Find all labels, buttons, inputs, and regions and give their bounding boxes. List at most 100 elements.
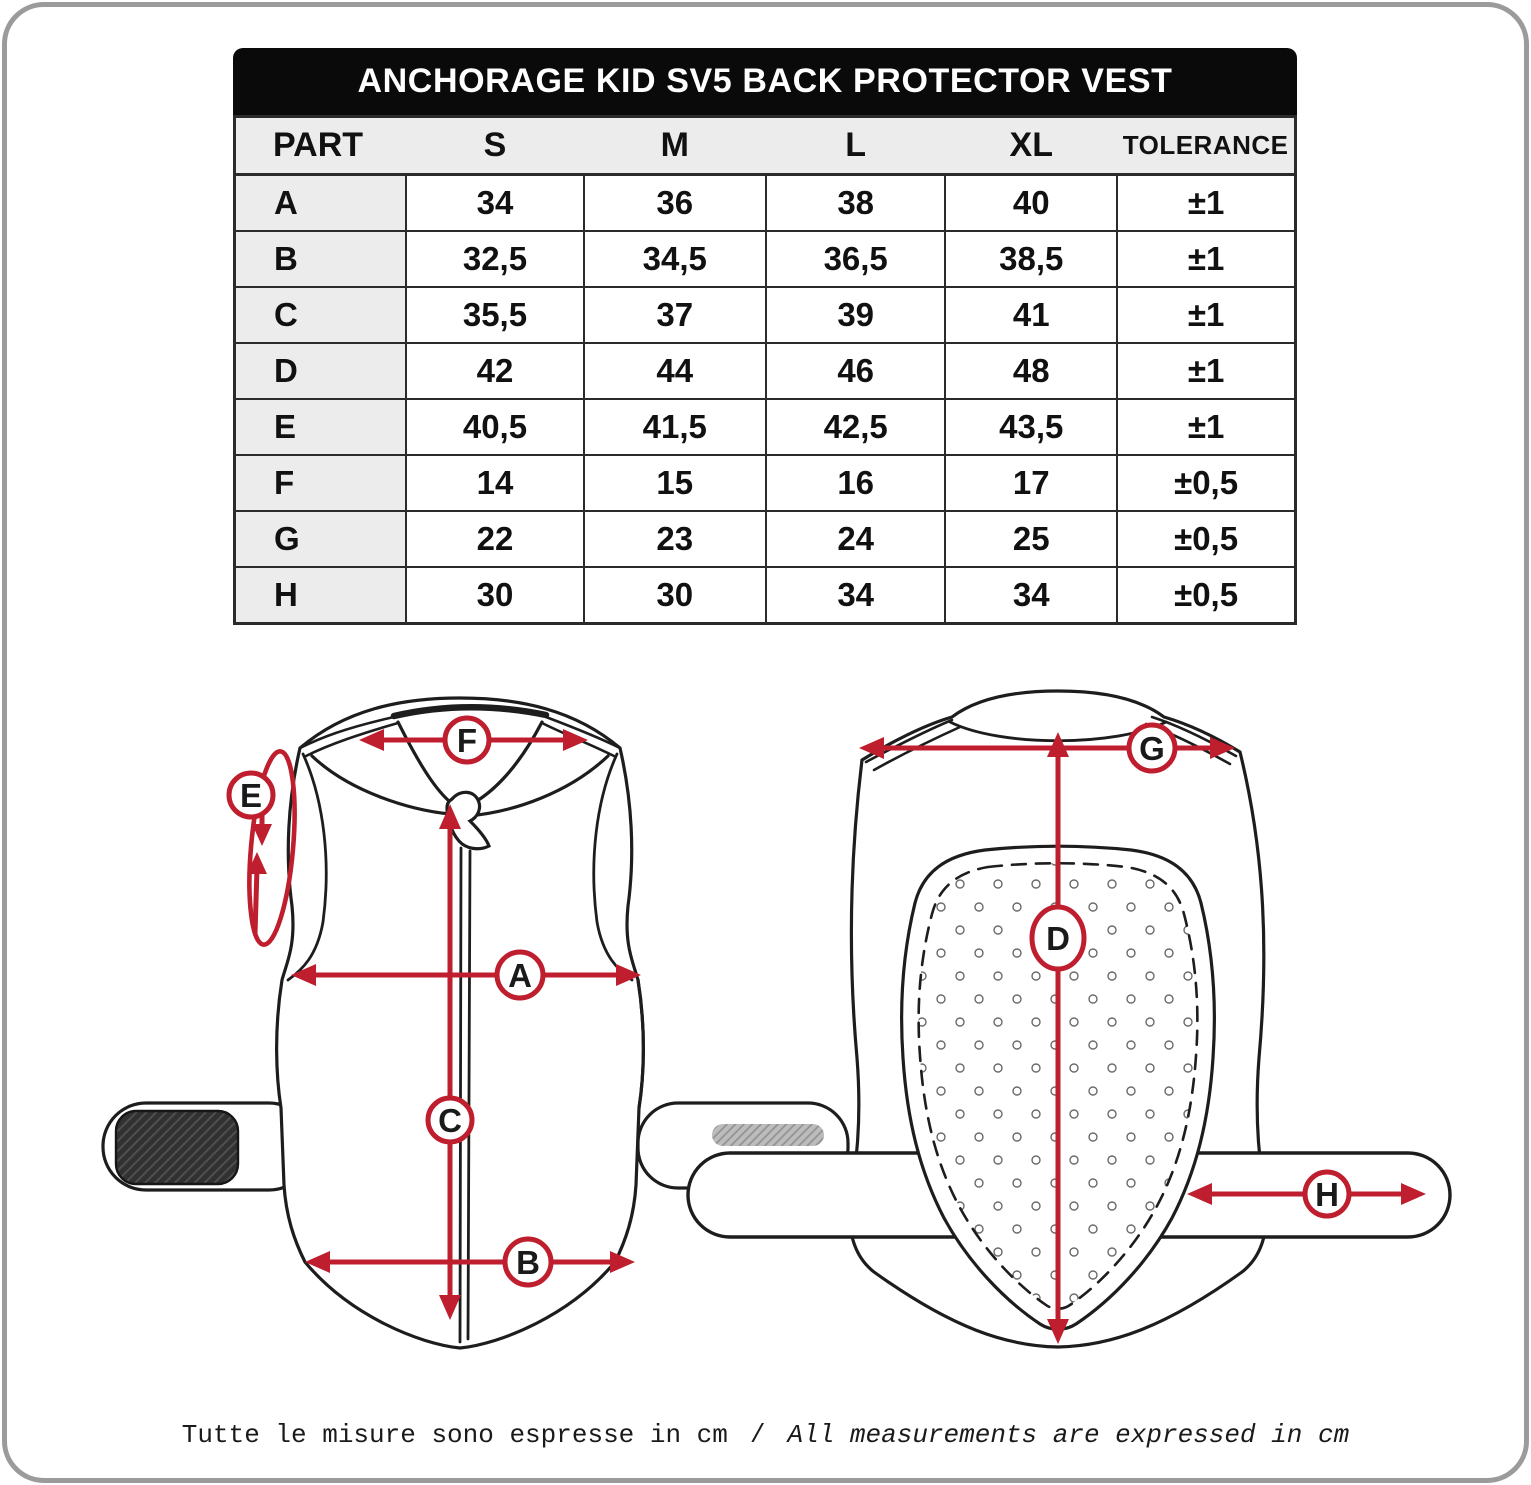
value-l: 46 — [765, 342, 947, 400]
units-note: Tutte le misure sono espresse in cm / All … — [0, 1420, 1531, 1450]
svg-text:F: F — [457, 722, 477, 759]
size-table: PART S M L XL TOLERANCE A 34 36 38 40 ±1… — [233, 115, 1297, 625]
value-xl: 34 — [944, 566, 1119, 625]
size-chart: ANCHORAGE KID SV5 BACK PROTECTOR VEST PA… — [233, 48, 1297, 625]
svg-text:B: B — [516, 1244, 540, 1281]
table-row: A 34 36 38 40 ±1 — [233, 173, 1297, 232]
arrowhead-down-icon — [1047, 1319, 1069, 1344]
value-l: 34 — [765, 566, 947, 625]
measurement-markers: F E A C — [226, 715, 1426, 1344]
arrowhead-left-icon — [1187, 1183, 1212, 1205]
value-tolerance: ±1 — [1116, 173, 1297, 232]
column-header-m: M — [583, 115, 767, 176]
back-vest-diagram — [686, 689, 1452, 1349]
value-tolerance: ±0,5 — [1116, 510, 1297, 568]
arrowhead-up-icon — [439, 804, 461, 829]
value-xl: 43,5 — [944, 398, 1119, 456]
header-row: PART S M L XL TOLERANCE — [234, 115, 1296, 176]
table-row: C 35,5 37 39 41 ±1 — [233, 286, 1297, 344]
value-s: 34 — [405, 173, 585, 232]
value-xl: 48 — [944, 342, 1119, 400]
svg-text:D: D — [1046, 920, 1070, 957]
column-header-l: L — [766, 115, 946, 176]
arrowhead-right-icon — [616, 964, 641, 986]
value-tolerance: ±1 — [1116, 398, 1297, 456]
part-label: H — [233, 566, 408, 625]
front-vest-diagram — [101, 696, 850, 1350]
units-note-separator: / — [749, 1420, 766, 1450]
svg-text:G: G — [1139, 730, 1165, 767]
svg-text:E: E — [240, 777, 262, 814]
value-m: 23 — [582, 510, 768, 568]
value-l: 39 — [765, 286, 947, 344]
marker-f: F — [359, 715, 588, 765]
column-header-tolerance: TOLERANCE — [1117, 115, 1296, 176]
svg-text:H: H — [1315, 1176, 1339, 1213]
value-s: 40,5 — [405, 398, 585, 456]
arrowhead-down-icon — [252, 824, 272, 846]
part-label: C — [233, 286, 408, 344]
arrowhead-up-icon — [247, 852, 267, 874]
value-tolerance: ±0,5 — [1116, 566, 1297, 625]
value-l: 42,5 — [765, 398, 947, 456]
stitch-line — [917, 861, 1199, 1311]
arrowhead-left-icon — [859, 737, 884, 759]
value-m: 37 — [582, 286, 768, 344]
zipper-knot — [445, 790, 492, 851]
value-l: 38 — [765, 173, 947, 232]
table-row: E 40,5 41,5 42,5 43,5 ±1 — [233, 398, 1297, 456]
arrowhead-right-icon — [1210, 737, 1235, 759]
marker-a: A — [291, 949, 641, 1001]
arrowhead-left-icon — [359, 729, 384, 751]
belt-slot — [712, 1124, 824, 1146]
value-m: 41,5 — [582, 398, 768, 456]
units-note-english: All measurements are expressed in cm — [787, 1420, 1350, 1450]
table-row: B 32,5 34,5 36,5 38,5 ±1 — [233, 230, 1297, 288]
chart-title: ANCHORAGE KID SV5 BACK PROTECTOR VEST — [233, 48, 1297, 115]
part-label: E — [233, 398, 408, 456]
value-tolerance: ±1 — [1116, 286, 1297, 344]
value-xl: 40 — [944, 173, 1119, 232]
column-header-xl: XL — [945, 115, 1118, 176]
value-xl: 25 — [944, 510, 1119, 568]
value-l: 36,5 — [765, 230, 947, 288]
svg-text:A: A — [508, 957, 532, 994]
part-label: B — [233, 230, 408, 288]
svg-text:C: C — [438, 1102, 462, 1139]
arrowhead-down-icon — [439, 1295, 461, 1320]
units-note-italian: Tutte le misure sono espresse in cm — [181, 1420, 728, 1450]
part-label: F — [233, 454, 408, 512]
table-row: G 22 23 24 25 ±0,5 — [233, 510, 1297, 568]
column-header-s: S — [406, 115, 584, 176]
part-label: D — [233, 342, 408, 400]
arrowhead-left-icon — [305, 1251, 330, 1273]
value-xl: 41 — [944, 286, 1119, 344]
value-xl: 17 — [944, 454, 1119, 512]
value-m: 30 — [582, 566, 768, 625]
value-s: 30 — [405, 566, 585, 625]
value-l: 16 — [765, 454, 947, 512]
table-row: D 42 44 46 48 ±1 — [233, 342, 1297, 400]
part-label: G — [233, 510, 408, 568]
value-s: 42 — [405, 342, 585, 400]
arrowhead-up-icon — [1047, 732, 1069, 757]
value-tolerance: ±0,5 — [1116, 454, 1297, 512]
front-left-belt — [101, 1101, 314, 1192]
value-tolerance: ±1 — [1116, 342, 1297, 400]
marker-h: H — [1187, 1169, 1426, 1219]
marker-c: C — [425, 804, 475, 1320]
arrowhead-right-icon — [610, 1251, 635, 1273]
value-s: 14 — [405, 454, 585, 512]
arrowhead-right-icon — [1401, 1183, 1426, 1205]
arrowhead-left-icon — [291, 964, 316, 986]
value-m: 15 — [582, 454, 768, 512]
arrowhead-right-icon — [563, 729, 588, 751]
column-header-part: PART — [234, 115, 407, 176]
table-row: H 30 30 34 34 ±0,5 — [233, 566, 1297, 625]
marker-g: G — [859, 722, 1235, 774]
part-label: A — [233, 173, 408, 232]
value-m: 44 — [582, 342, 768, 400]
velcro-pad — [114, 1109, 240, 1186]
